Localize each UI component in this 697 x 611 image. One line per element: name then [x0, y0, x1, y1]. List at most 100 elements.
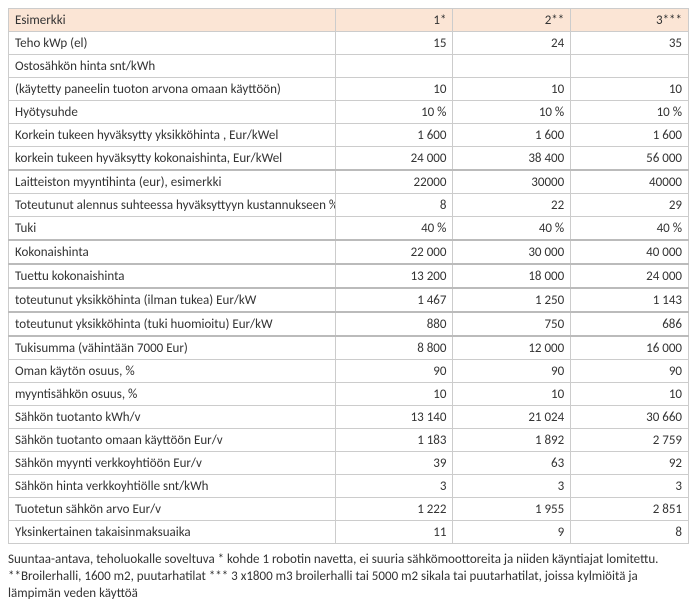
row-value: 12 000 [453, 336, 571, 360]
header-label: Esimerkki [9, 9, 336, 32]
row-value: 2 851 [571, 498, 689, 521]
row-label: Tuki [9, 217, 336, 241]
row-value: 1 892 [453, 429, 571, 452]
row-value: 1 600 [571, 124, 689, 147]
row-label: Sähkön tuotanto omaan käyttöön Eur/v [9, 429, 336, 452]
row-label: Hyötysuhde [9, 101, 336, 124]
table-row: Tuotetun sähkön arvo Eur/v1 2221 9552 85… [9, 498, 689, 521]
row-label: Ostosähkön hinta snt/kWh [9, 55, 336, 78]
header-col-2: 2** [453, 9, 571, 32]
table-row: Toteutunut alennus suhteessa hyväksyttyy… [9, 194, 689, 217]
row-value: 10 [453, 383, 571, 406]
table-row: Yksinkertainen takaisinmaksuaika1198 [9, 521, 689, 544]
row-value: 1 600 [453, 124, 571, 147]
row-label: Sähkön hinta verkkoyhtiölle snt/kWh [9, 475, 336, 498]
row-label: Teho kWp (el) [9, 32, 336, 55]
row-value: 35 [571, 32, 689, 55]
row-value: 2 759 [571, 429, 689, 452]
row-value: 3 [335, 475, 453, 498]
row-label: Oman käytön osuus, % [9, 360, 336, 383]
row-value: 30 660 [571, 406, 689, 429]
table-row: Laitteiston myyntihinta (eur), esimerkki… [9, 170, 689, 194]
row-value: 9 [453, 521, 571, 544]
row-label: Tuotetun sähkön arvo Eur/v [9, 498, 336, 521]
row-value: 22 [453, 194, 571, 217]
table-row: Korkein tukeen hyväksytty yksikköhinta ,… [9, 124, 689, 147]
row-value: 15 [335, 32, 453, 55]
row-label: toteutunut yksikköhinta (ilman tukea) Eu… [9, 288, 336, 312]
row-value: 29 [571, 194, 689, 217]
row-label: Kokonaishinta [9, 240, 336, 264]
table-row: Sähkön tuotanto omaan käyttöön Eur/v1 18… [9, 429, 689, 452]
row-label: Toteutunut alennus suhteessa hyväksyttyy… [9, 194, 336, 217]
row-value: 18 000 [453, 264, 571, 288]
row-value: 10 [453, 78, 571, 101]
row-value: 3 [453, 475, 571, 498]
table-row: Tukisumma (vähintään 7000 Eur)8 80012 00… [9, 336, 689, 360]
row-value: 90 [453, 360, 571, 383]
row-value: 30 000 [453, 240, 571, 264]
row-label: Tuettu kokonaishinta [9, 264, 336, 288]
row-value: 10 [571, 383, 689, 406]
header-col-1: 1* [335, 9, 453, 32]
row-value: 3 [571, 475, 689, 498]
row-value: 10 % [571, 101, 689, 124]
cost-table: Esimerkki 1* 2** 3*** Teho kWp (el)15243… [8, 8, 689, 544]
table-row: Tuettu kokonaishinta13 20018 00024 000 [9, 264, 689, 288]
row-value: 40000 [571, 170, 689, 194]
row-value: 11 [335, 521, 453, 544]
table-row: Kokonaishinta22 00030 00040 000 [9, 240, 689, 264]
row-value: 1 222 [335, 498, 453, 521]
row-value: 63 [453, 452, 571, 475]
row-value: 10 % [335, 101, 453, 124]
row-value: 1 955 [453, 498, 571, 521]
row-value: 8 [335, 194, 453, 217]
row-value: 10 [335, 383, 453, 406]
table-row: Teho kWp (el)152435 [9, 32, 689, 55]
row-value: 22000 [335, 170, 453, 194]
row-label: Korkein tukeen hyväksytty yksikköhinta ,… [9, 124, 336, 147]
row-value: 10 % [453, 101, 571, 124]
row-label: toteutunut yksikköhinta (tuki huomioitu)… [9, 312, 336, 336]
row-label: Tukisumma (vähintään 7000 Eur) [9, 336, 336, 360]
row-value: 56 000 [571, 147, 689, 171]
row-value: 10 [335, 78, 453, 101]
row-value: 1 467 [335, 288, 453, 312]
row-value: 90 [571, 360, 689, 383]
table-row: myyntisähkön osuus, %101010 [9, 383, 689, 406]
row-value: 750 [453, 312, 571, 336]
row-label: (käytetty paneelin tuoton arvona omaan k… [9, 78, 336, 101]
row-label: korkein tukeen hyväksytty kokonaishinta,… [9, 147, 336, 171]
row-value: 30000 [453, 170, 571, 194]
row-value: 40 % [571, 217, 689, 241]
row-value: 1 143 [571, 288, 689, 312]
table-row: Tuki40 %40 %40 % [9, 217, 689, 241]
row-label: Laitteiston myyntihinta (eur), esimerkki [9, 170, 336, 194]
table-row: Sähkön hinta verkkoyhtiölle snt/kWh333 [9, 475, 689, 498]
table-row: Sähkön myynti verkkoyhtiöön Eur/v396392 [9, 452, 689, 475]
header-col-3: 3*** [571, 9, 689, 32]
row-value: 24 000 [571, 264, 689, 288]
row-value: 8 800 [335, 336, 453, 360]
row-value: 92 [571, 452, 689, 475]
row-value: 10 [571, 78, 689, 101]
row-value: 39 [335, 452, 453, 475]
row-value [453, 55, 571, 78]
row-value: 40 % [453, 217, 571, 241]
row-label: Sähkön tuotanto kWh/v [9, 406, 336, 429]
row-value: 8 [571, 521, 689, 544]
table-row: toteutunut yksikköhinta (tuki huomioitu)… [9, 312, 689, 336]
row-value: 40 % [335, 217, 453, 241]
row-label: Sähkön myynti verkkoyhtiöön Eur/v [9, 452, 336, 475]
row-label: myyntisähkön osuus, % [9, 383, 336, 406]
row-value [571, 55, 689, 78]
table-row: korkein tukeen hyväksytty kokonaishinta,… [9, 147, 689, 171]
row-value: 686 [571, 312, 689, 336]
table-row: toteutunut yksikköhinta (ilman tukea) Eu… [9, 288, 689, 312]
row-value: 24 [453, 32, 571, 55]
header-row: Esimerkki 1* 2** 3*** [9, 9, 689, 32]
table-row: (käytetty paneelin tuoton arvona omaan k… [9, 78, 689, 101]
row-value: 13 200 [335, 264, 453, 288]
row-value: 90 [335, 360, 453, 383]
footnote: Suuntaa-antava, teholuokalle soveltuva *… [8, 552, 689, 603]
